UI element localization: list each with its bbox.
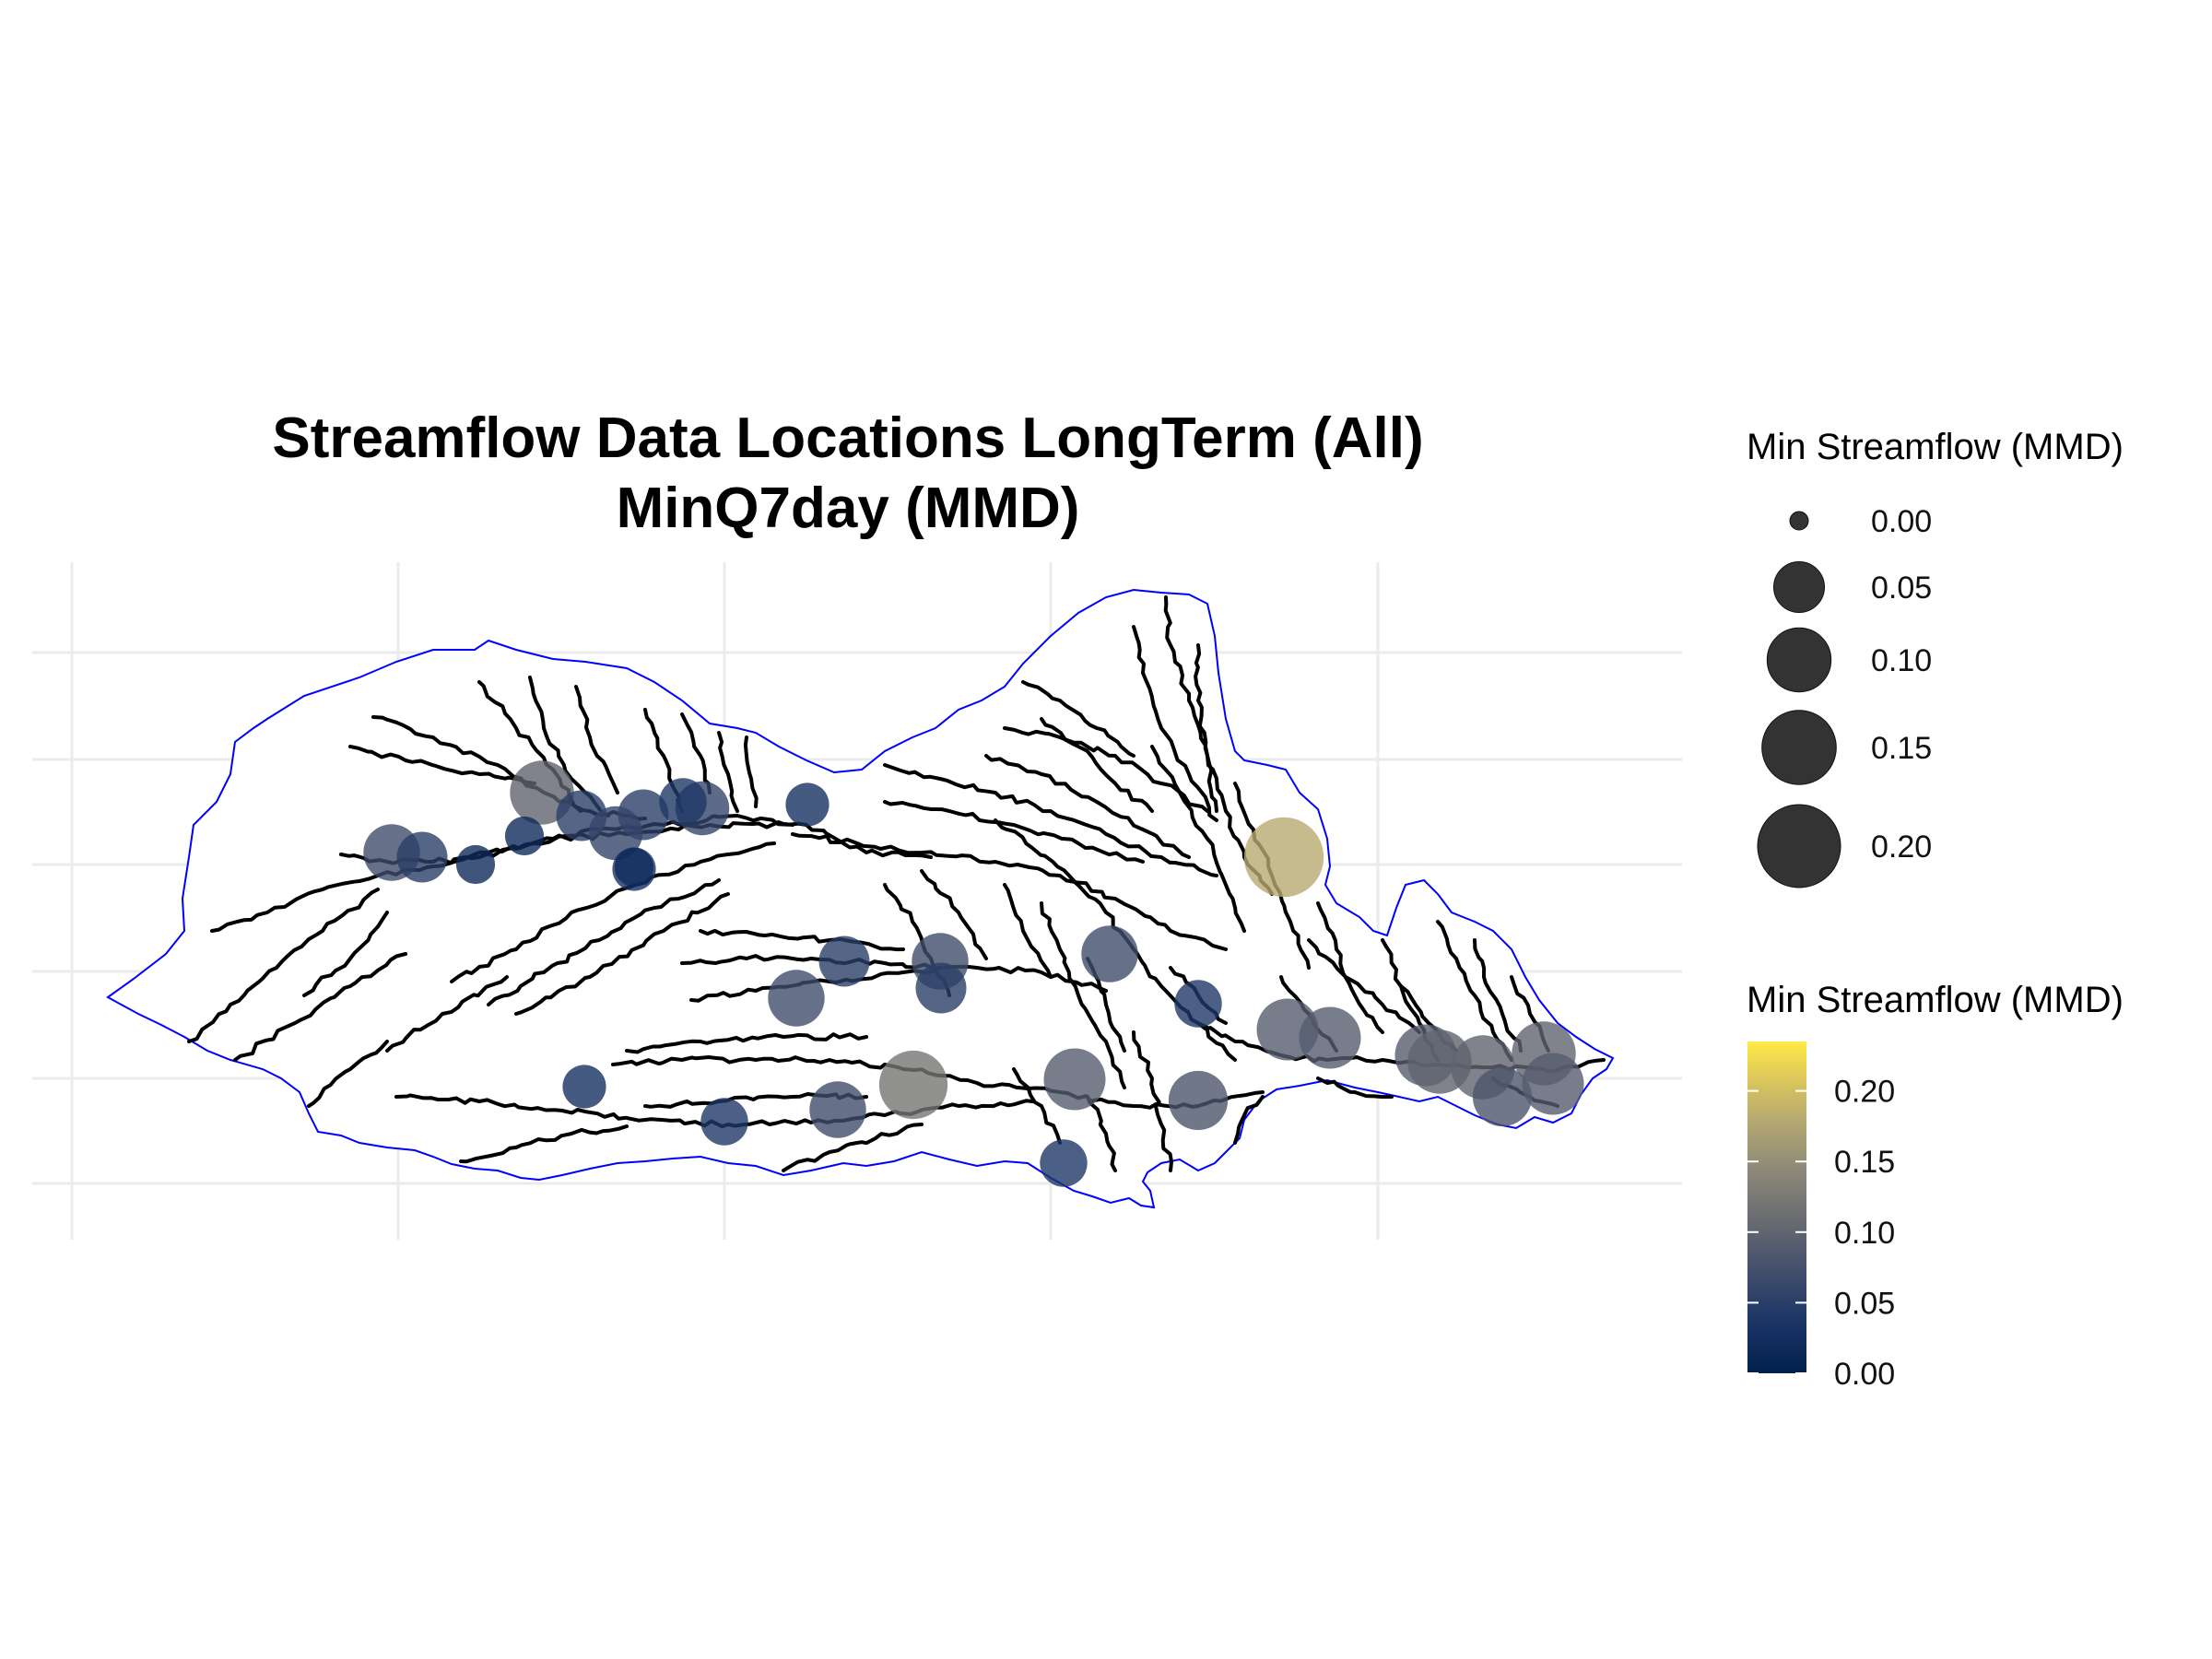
stream-line	[791, 832, 1228, 951]
stream-line	[984, 754, 1191, 859]
stream-line	[1040, 717, 1154, 813]
stream-line	[574, 685, 619, 794]
color-legend-ticks: 0.20 0.15 0.10 0.05 0.00	[1747, 1075, 1895, 1392]
stream-line	[680, 954, 942, 970]
colorbar-label: 0.00	[1834, 1357, 1895, 1392]
station-point	[396, 831, 448, 883]
colorbar-label: 0.15	[1834, 1145, 1895, 1180]
station-point	[878, 1050, 948, 1120]
stream-line	[459, 1124, 629, 1164]
stream-line	[717, 731, 739, 813]
stream-line	[1132, 1030, 1173, 1172]
station-point	[588, 806, 643, 861]
stream-line	[883, 800, 1145, 864]
colorbar-label: 0.20	[1834, 1075, 1895, 1110]
stream-line	[450, 841, 776, 983]
stream-line	[302, 911, 389, 997]
station-point	[504, 816, 545, 856]
stream-line	[487, 878, 721, 1006]
station-point	[700, 1098, 748, 1146]
station-point	[659, 778, 707, 826]
station-point	[1081, 925, 1138, 982]
station-point	[1174, 980, 1222, 1028]
station-point	[455, 844, 496, 885]
stream-line	[514, 892, 730, 1016]
station-point	[915, 962, 967, 1014]
watershed-boundary	[106, 588, 1615, 1209]
station-point	[1168, 1070, 1229, 1131]
stream-line	[385, 975, 509, 1053]
size-legend-label: 0.00	[1871, 504, 1932, 539]
stream-line	[1194, 643, 1218, 813]
stream-line	[680, 712, 712, 794]
station-point	[768, 970, 825, 1027]
stream-line	[782, 1123, 924, 1172]
station-point	[1522, 1053, 1584, 1115]
station-point	[818, 935, 870, 987]
stream-line	[1003, 883, 1053, 979]
color-legend: Min Streamflow (MMD) 0.20 0.15 0.10 0.05 0.0…	[1747, 980, 2124, 1392]
station-point	[1472, 1066, 1533, 1127]
size-legend-key	[1766, 627, 1832, 693]
size-legend-title: Min Streamflow (MMD)	[1747, 427, 2124, 467]
size-legend-key	[1789, 511, 1809, 531]
size-legend-key	[1757, 804, 1841, 888]
stream-line	[233, 952, 407, 1062]
stream-line	[1307, 938, 1421, 1034]
stream-line	[1040, 901, 1126, 1089]
size-legend-key	[1761, 710, 1837, 785]
stream-line	[883, 763, 1218, 877]
size-legend-label: 0.15	[1871, 731, 1932, 766]
station-point	[562, 1065, 606, 1109]
stream-line	[187, 888, 380, 1043]
stream-line	[699, 928, 905, 952]
stream-line	[348, 745, 536, 785]
stream-line	[1012, 1067, 1062, 1145]
stream-line	[625, 1032, 868, 1054]
stream-line	[1150, 745, 1246, 933]
stream-line	[1473, 938, 1523, 1053]
station-point	[1243, 817, 1324, 898]
map-title-line-2: MinQ7day (MMD)	[617, 477, 1080, 540]
station-point	[1299, 1006, 1361, 1069]
map-title-line-1: Streamflow Data Locations LongTerm (All)	[272, 406, 1423, 470]
station-point	[785, 782, 830, 827]
station-point	[1040, 1139, 1088, 1187]
stream-line	[689, 964, 1108, 1003]
station-point	[1043, 1048, 1106, 1111]
colorbar	[1747, 1041, 1806, 1373]
colorbar-label: 0.10	[1834, 1216, 1895, 1251]
stream-line	[743, 735, 759, 808]
stream-line	[1086, 1095, 1117, 1172]
stream-line	[1132, 625, 1218, 822]
colorbar-label: 0.05	[1834, 1286, 1895, 1321]
size-legend-key	[1773, 561, 1825, 613]
stream-line	[1233, 1095, 1265, 1145]
station-point	[614, 847, 654, 888]
size-legend-keys: 0.00 0.05 0.10 0.15 0.20	[1757, 504, 1932, 888]
color-legend-title: Min Streamflow (MMD)	[1747, 980, 2124, 1020]
stream-line	[920, 869, 988, 960]
size-legend-label: 0.05	[1871, 571, 1932, 606]
size-legend-label: 0.10	[1871, 643, 1932, 678]
size-legend-label: 0.20	[1871, 830, 1932, 865]
station-point	[809, 1081, 866, 1138]
size-legend: Min Streamflow (MMD) 0.00 0.05 0.10 0.15 0.2…	[1747, 427, 2124, 888]
stream-line	[307, 1040, 389, 1108]
stream-line	[1021, 680, 1135, 758]
station-points	[363, 760, 1584, 1187]
stream-line	[1316, 1077, 1394, 1100]
